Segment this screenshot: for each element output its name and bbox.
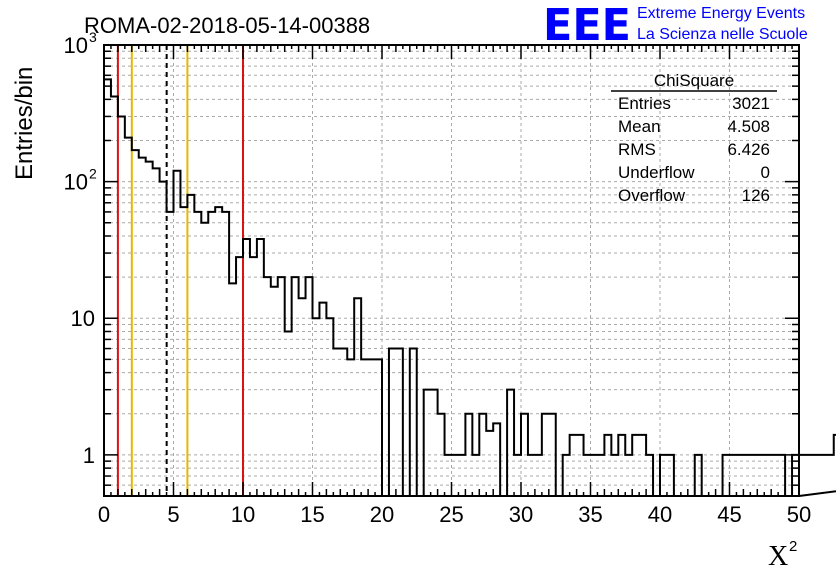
x-tick-label: 20 [370,502,394,527]
x-tick-label: 30 [509,502,533,527]
x-axis-label-exponent: 2 [789,538,797,555]
stats-title: ChiSquare [654,71,734,90]
x-axis-label: X 2 [768,538,797,572]
stats-row-label: Entries [618,94,671,113]
x-tick-label: 40 [648,502,672,527]
x-tick-label: 50 [787,502,811,527]
eee-logo-mark: EEE [543,0,631,51]
stats-row-label: Mean [618,117,661,136]
stats-rows: Entries 3021 Mean 4.508 RMS 6.426 Underflow 0 Ov… [618,94,770,205]
x-tick-label: 0 [98,502,110,527]
x-tick-label: 25 [439,502,463,527]
stats-row-value: 126 [742,186,770,205]
y-axis-label: Entries/bin [11,67,38,180]
x-tick-label: 5 [167,502,179,527]
x-axis-label-symbol: X [768,541,788,572]
reference-lines [116,45,244,496]
eee-logo: EEE Extreme Energy Events La Scienza nel… [543,0,808,51]
y-tick-label-exponent: 3 [89,29,97,45]
histogram-line [103,78,836,497]
y-tick-label-base: 10 [64,33,88,58]
y-tick-label-exponent: 2 [89,166,97,182]
eee-logo-line2: La Scienza nelle Scuole [637,26,808,43]
eee-logo-line1: Extreme Energy Events [637,5,805,22]
y-tick-label-base: 1 [83,443,95,468]
run-title: ROMA-02-2018-05-14-00388 [84,13,370,38]
stats-row-value: 4.508 [727,117,770,136]
stats-row-label: Underflow [618,163,695,182]
stats-row-label: Overflow [618,186,686,205]
y-tick-label: 10 2 [64,166,97,195]
stats-row-value: 0 [761,163,770,182]
y-tick-label-base: 10 [71,306,95,331]
y-tick-label: 10 3 [64,29,97,58]
y-tick-label: 10 [71,306,95,331]
x-tick-label: 10 [231,502,255,527]
y-tick-label: 1 [83,443,95,468]
stats-box: ChiSquare Entries 3021 Mean 4.508 RMS 6.426 Un… [611,71,777,205]
x-tick-label: 35 [578,502,602,527]
grid-lines [104,45,799,496]
x-tick-label: 15 [300,502,324,527]
x-tick-label: 45 [717,502,741,527]
stats-row-value: 6.426 [727,140,770,159]
y-tick-label-base: 10 [64,170,88,195]
stats-row-label: RMS [618,140,656,159]
stats-row-value: 3021 [732,94,770,113]
